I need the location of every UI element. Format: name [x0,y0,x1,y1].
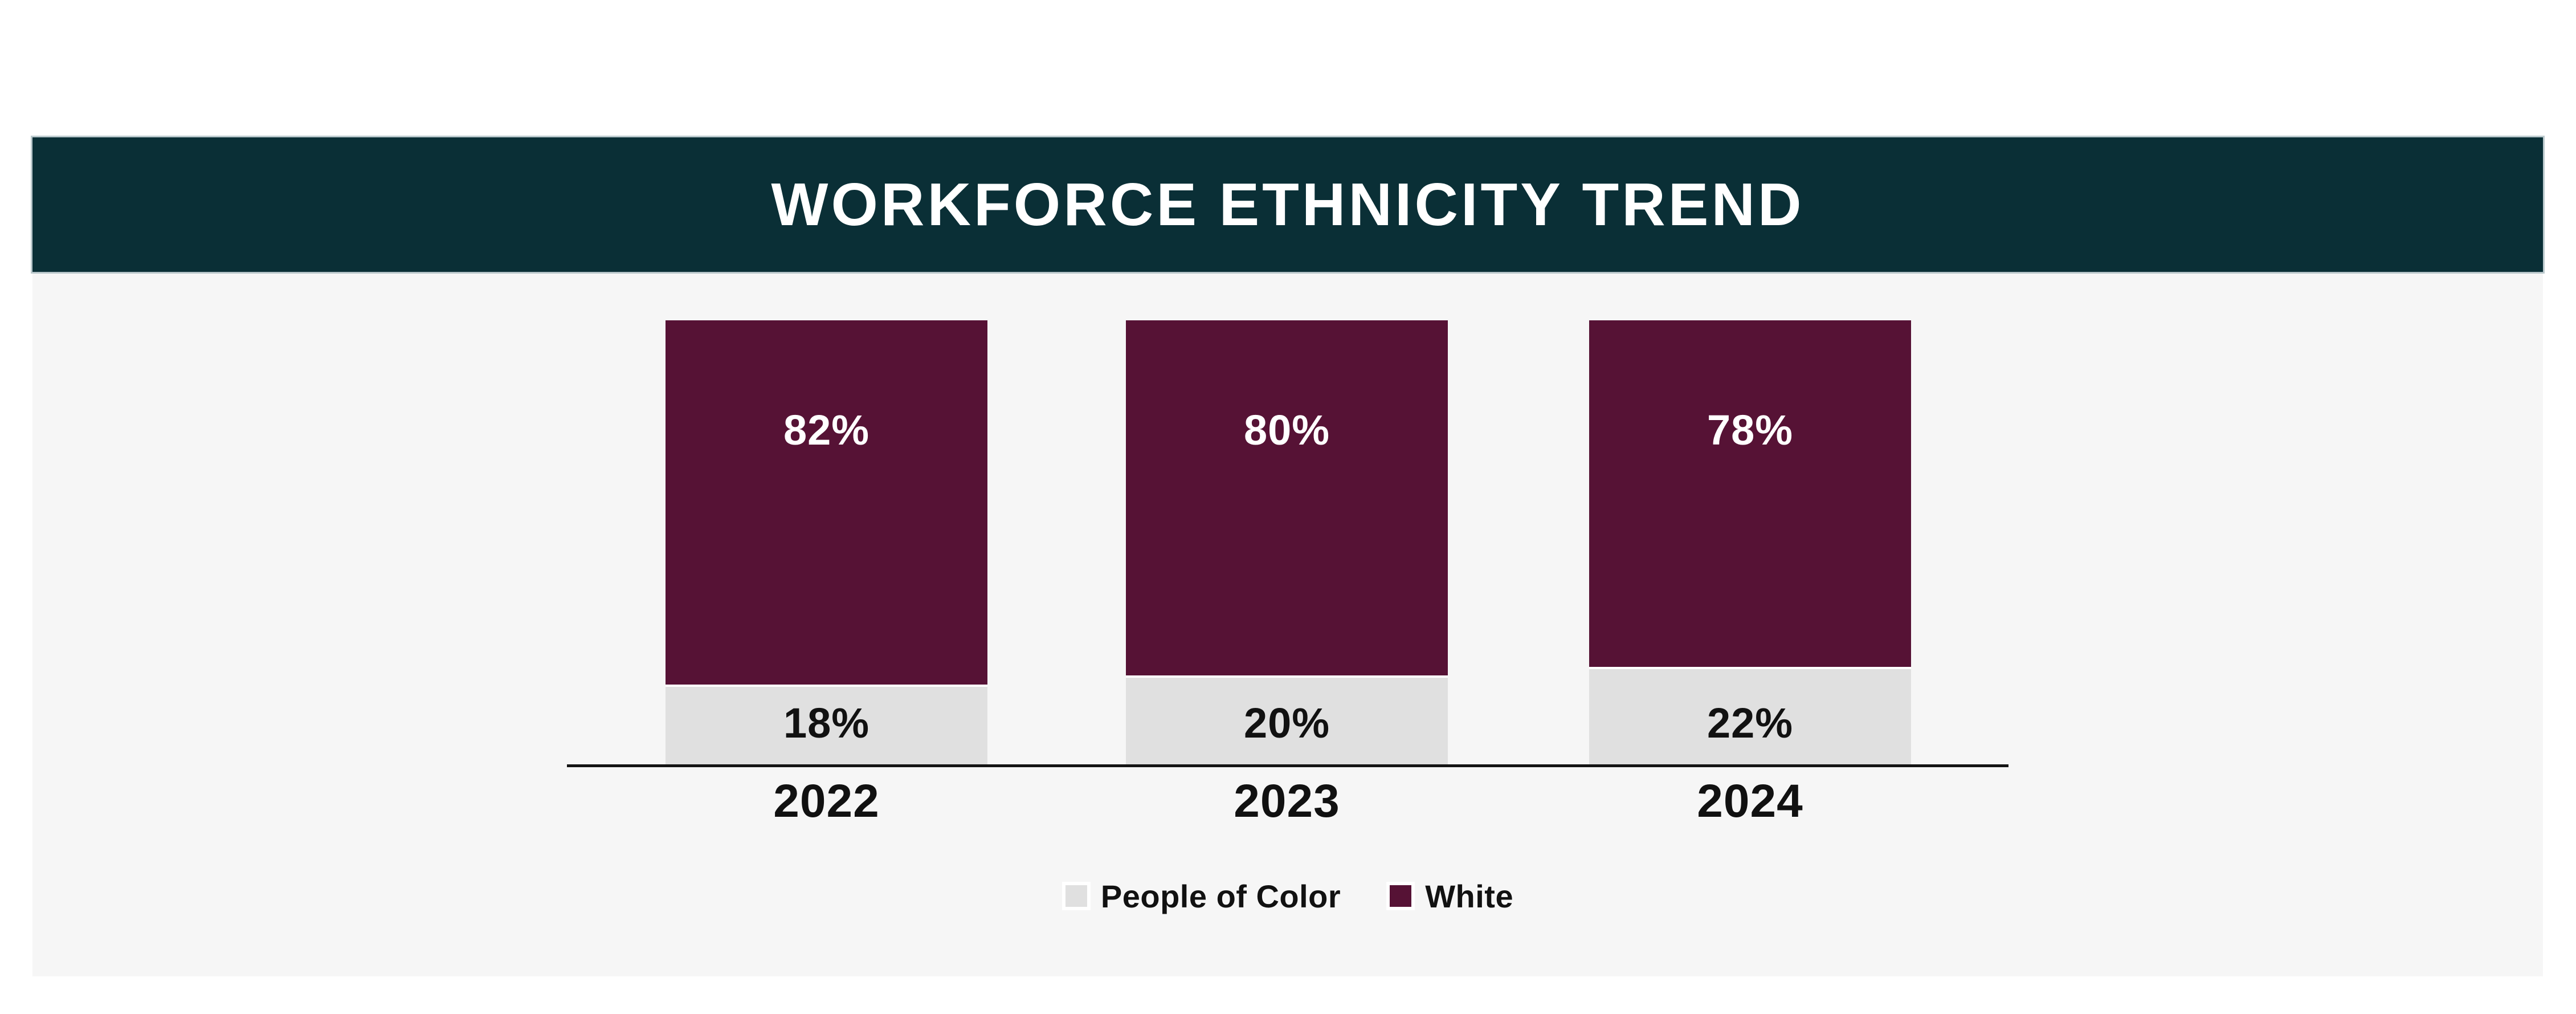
legend-item-people-of-color: People of Color [1062,878,1341,915]
chart-title-bar: WORKFORCE ETHNICITY TREND [32,137,2543,272]
bar-segment-people-of-color: 20% [1126,675,1448,764]
bar-segment-white: 78% [1589,320,1911,667]
legend-swatch-white [1386,882,1415,910]
bar-segment-white: 80% [1126,320,1448,676]
bar-value-label-white: 82% [783,406,870,454]
x-axis-label: 2024 [1697,775,1803,827]
legend-label: White [1425,878,1514,914]
x-axis-line [567,764,2008,767]
chart-title: WORKFORCE ETHNICITY TREND [771,170,1805,238]
bar-value-label-white: 78% [1707,406,1794,454]
bar-segment-people-of-color: 22% [1589,666,1911,764]
bar-group: 80% 20% [1126,320,1448,764]
bar-value-label-white: 80% [1243,406,1330,454]
bar-segment-white: 82% [666,320,987,685]
bar-group: 82% 18% [666,320,987,764]
chart-panel: WORKFORCE ETHNICITY TREND 82% 18% 80% 20… [32,137,2543,976]
bar-value-label-poc: 18% [783,699,870,747]
chart-area: 82% 18% 80% 20% 78% 22% [32,272,2543,976]
x-axis-label: 2023 [1234,775,1340,827]
legend: People of Color White [32,873,2543,919]
legend-swatch-people-of-color [1062,882,1091,910]
legend-label: People of Color [1100,878,1341,914]
bar-value-label-poc: 20% [1243,699,1330,747]
bar-segment-people-of-color: 18% [666,684,987,764]
bar-value-label-poc: 22% [1707,699,1794,747]
legend-item-white: White [1386,878,1513,915]
x-axis-label: 2022 [773,775,880,827]
bar-group: 78% 22% [1589,320,1911,764]
